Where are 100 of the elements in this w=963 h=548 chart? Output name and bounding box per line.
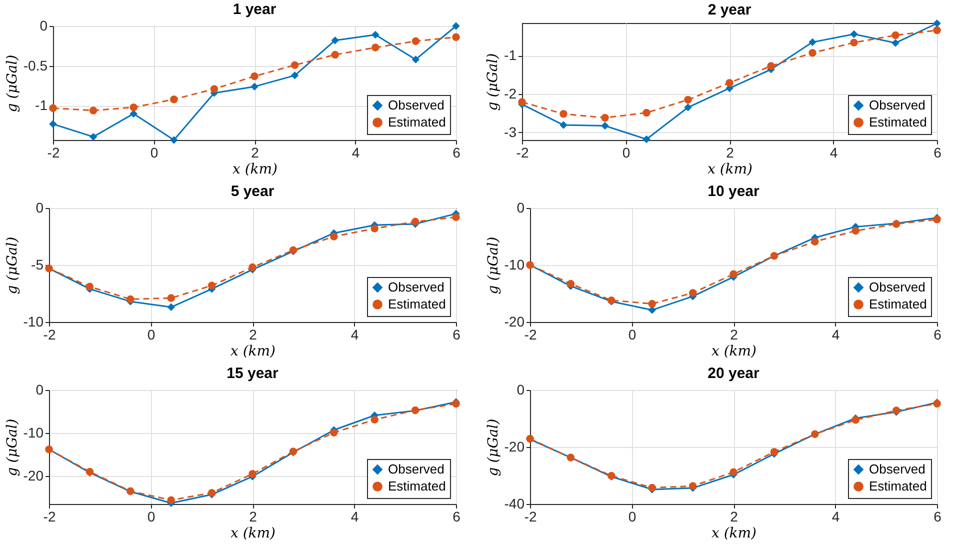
point <box>601 114 609 122</box>
y-tick-label: -10 <box>23 424 44 441</box>
y-tick-label: 0 <box>516 200 525 216</box>
y-tick-label: -10 <box>23 314 44 330</box>
point <box>372 44 380 52</box>
x-tick-label: 4 <box>832 326 840 342</box>
chart-title: 20 year <box>708 365 760 382</box>
point <box>412 56 420 64</box>
point <box>86 282 94 291</box>
point <box>642 108 650 117</box>
point <box>170 95 178 104</box>
y-tick-label: 0 <box>516 382 525 398</box>
chart-title: 15 year <box>226 365 279 382</box>
point <box>126 295 134 304</box>
point <box>290 72 299 80</box>
point <box>730 270 738 278</box>
point <box>208 282 216 290</box>
legend-label: Observed <box>388 462 444 476</box>
y-axis-title: g (μGal) <box>485 418 502 476</box>
y-tick-label: -20 <box>23 468 44 484</box>
point <box>370 416 378 424</box>
point <box>452 33 460 42</box>
y-axis-title: g (μGal) <box>4 418 20 476</box>
point <box>250 72 258 80</box>
y-tick-label: 0 <box>40 18 48 34</box>
point <box>892 31 900 40</box>
x-tick-label: 2 <box>730 508 738 524</box>
point <box>933 26 941 34</box>
point <box>566 280 575 288</box>
chart-title: 10 year <box>708 183 760 200</box>
y-tick-label: -3 <box>504 124 517 140</box>
legend-label: Estimated <box>869 478 927 494</box>
point <box>933 20 941 28</box>
x-tick-label: 6 <box>452 326 461 342</box>
point <box>170 136 178 144</box>
x-axis-title: x (km) <box>711 344 757 360</box>
x-tick-label: 2 <box>730 326 738 342</box>
y-tick-label: -1 <box>504 47 517 64</box>
x-tick-label: 0 <box>628 326 636 342</box>
x-tick-label: 6 <box>452 144 461 160</box>
x-tick-label: 4 <box>350 508 359 524</box>
point <box>167 496 175 504</box>
legend-label: Observed <box>869 462 926 476</box>
point <box>730 468 738 476</box>
x-tick-label: 4 <box>830 144 838 160</box>
point <box>331 36 339 44</box>
point <box>49 120 57 128</box>
point <box>850 38 858 46</box>
point <box>518 98 526 106</box>
legend-label: Observed <box>388 98 444 112</box>
x-tick-label: 0 <box>147 326 156 342</box>
point <box>210 85 218 93</box>
point <box>560 110 568 118</box>
x-tick-label: 2 <box>249 508 258 524</box>
x-axis-title: x (km) <box>232 162 278 178</box>
y-tick-label: -5 <box>31 256 44 272</box>
point <box>560 121 568 129</box>
y-tick-label: 0 <box>36 382 44 398</box>
chart-title: 1 year <box>232 1 276 18</box>
point <box>130 103 138 112</box>
point <box>726 78 734 87</box>
x-tick-label: 4 <box>352 144 360 160</box>
chart-title: 2 year <box>708 2 752 19</box>
point <box>370 224 378 232</box>
y-axis-title: g (μGal) <box>4 54 20 112</box>
point <box>684 104 692 112</box>
x-axis-title: x (km) <box>711 526 757 542</box>
y-tick-label: -20 <box>504 438 525 454</box>
point <box>811 238 819 246</box>
x-tick-label: 6 <box>934 508 942 524</box>
point <box>688 289 697 297</box>
point <box>290 61 299 69</box>
point <box>89 132 98 141</box>
point <box>411 218 420 226</box>
y-tick-label: -20 <box>504 314 525 330</box>
x-tick-label: 2 <box>726 144 734 160</box>
point <box>167 303 175 312</box>
x-axis-title: x (km) <box>230 526 276 542</box>
legend-label: Observed <box>388 280 444 294</box>
x-tick-label: 2 <box>249 326 258 342</box>
x-tick-label: 6 <box>452 508 461 524</box>
point <box>372 30 380 39</box>
y-axis-title: g (μGal) <box>4 236 20 294</box>
legend-label: Estimated <box>388 478 446 494</box>
legend-label: Estimated <box>869 114 927 130</box>
y-tick-label: -2 <box>504 85 517 102</box>
y-axis-title: g (μGal) <box>485 236 502 294</box>
x-tick-label: 0 <box>622 144 630 160</box>
point <box>892 39 900 47</box>
point <box>248 263 256 272</box>
x-axis-title: x (km) <box>230 344 276 360</box>
x-tick-label: -2 <box>47 144 60 160</box>
point <box>49 104 57 112</box>
x-tick-label: 0 <box>150 144 158 160</box>
legend-label: Estimated <box>388 296 446 312</box>
point <box>452 22 460 30</box>
point <box>850 30 858 38</box>
y-tick-label: -10 <box>504 256 525 272</box>
y-tick-label: -40 <box>504 496 525 512</box>
point <box>684 96 692 104</box>
